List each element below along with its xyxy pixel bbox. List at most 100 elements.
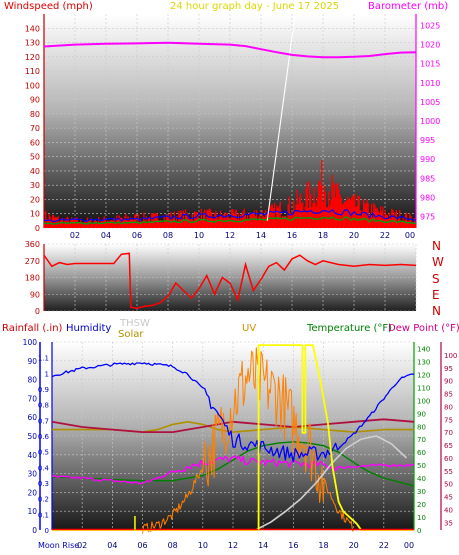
wind-speed-bar	[136, 221, 138, 228]
wind-speed-bar	[116, 215, 118, 228]
humidity-tick-label: 40	[27, 451, 37, 460]
wind-speed-bar	[390, 218, 392, 228]
wind-speed-bar	[388, 212, 391, 228]
temperature-tick-label: 60	[417, 449, 426, 457]
barometer-title: Barometer (mb)	[368, 1, 448, 12]
wind-speed-bar	[183, 219, 186, 228]
wind-speed-bar	[319, 182, 321, 228]
temperature-tick-label: 20	[417, 501, 426, 509]
wind-plot-area	[44, 14, 416, 228]
wind-tick-label: 50	[30, 153, 40, 162]
hour-tick-label: 18	[318, 231, 328, 240]
wind-speed-bar	[209, 209, 212, 228]
rainfall-tick-label: 0.6	[38, 433, 50, 441]
wind-series	[43, 13, 417, 228]
wind-speed-bar	[127, 216, 129, 228]
wind-speed-bar	[360, 216, 363, 228]
wind-speed-bar	[250, 213, 252, 228]
humidity-tick-label: 90	[27, 357, 37, 366]
wind-speed-bar	[111, 220, 113, 228]
hour-tick-label: 14	[256, 231, 266, 240]
hour-tick-label: 04	[101, 231, 111, 240]
wind-speed-bar	[86, 217, 89, 228]
wind-speed-bar	[282, 216, 285, 228]
temperature-tick-label: 110	[417, 384, 430, 392]
barometer-tick-label: 1005	[420, 98, 440, 107]
direction-letter-n-top: N	[432, 239, 441, 253]
wind-speed-bar	[217, 218, 219, 228]
rainfall-tick-label: 0.2	[38, 496, 49, 504]
wind-speed-bar	[214, 212, 216, 228]
wind-speed-bar	[160, 219, 162, 228]
wind-speed-bar	[57, 216, 59, 228]
wind-speed-bar	[232, 209, 234, 228]
environment-hour-tick-label: 06	[137, 541, 147, 550]
wind-speed-bar	[408, 220, 410, 228]
wind-speed-bar	[406, 220, 409, 228]
wind-speed-bar	[402, 217, 404, 228]
wind-tick-label: 20	[30, 195, 40, 204]
wind-speed-bar	[162, 222, 164, 228]
wind-speed-bar	[149, 221, 152, 228]
rainfall-tick-label: 0.9	[38, 386, 49, 394]
dewpoint-tick-label: 40	[444, 506, 453, 514]
wind-speed-bar	[404, 214, 407, 228]
wind-speed-bar	[155, 212, 157, 228]
wind-speed-bar	[376, 207, 378, 228]
direction-letter-s: S	[432, 272, 440, 286]
wind-speed-bar	[101, 221, 103, 228]
wind-speed-bar	[224, 212, 226, 228]
wind-speed-bar	[157, 219, 160, 228]
wind-speed-bar	[342, 203, 345, 228]
environment-hour-tick-label: 00	[404, 541, 414, 550]
wind-speed-bar	[230, 218, 232, 228]
wind-speed-bar	[120, 217, 122, 228]
barometer-tick-label: 1025	[420, 21, 440, 30]
wind-speed-bar	[301, 203, 303, 228]
wind-tick-label: 120	[25, 53, 40, 62]
wind-speed-bar	[347, 196, 349, 228]
direction-grid	[44, 243, 417, 312]
wind-speed-bar	[199, 219, 201, 228]
wind-speed-bar	[286, 217, 288, 228]
wind-speed-bar	[330, 200, 332, 228]
humidity-tick-label: 50	[27, 432, 37, 441]
wind-speed-bar	[365, 203, 367, 228]
wind-speed-bar	[81, 222, 83, 228]
wind-speed-bar	[262, 216, 264, 228]
wind-speed-bar	[324, 191, 326, 228]
wind-speed-bar	[144, 220, 146, 228]
wind-speed-bar	[234, 210, 236, 228]
wind-speed-bar	[104, 219, 107, 228]
wind-speed-bar	[294, 210, 296, 228]
wind-speed-bar	[192, 221, 195, 228]
wind-speed-bar	[414, 223, 417, 228]
wind-speed-bar	[180, 210, 182, 228]
barometer-tick-label: 1010	[420, 79, 440, 88]
wind-speed-bar	[158, 222, 161, 228]
temperature-tick-label: 70	[417, 436, 426, 444]
environment-axes: 010203040506070809010000.10.20.30.40.50.…	[23, 338, 458, 550]
environment-series	[51, 344, 415, 534]
wind-speed-bar	[99, 223, 101, 228]
wind-speed-bar	[231, 209, 233, 228]
wind-speed-bar	[87, 220, 90, 228]
barometer-tick-label: 1000	[420, 117, 440, 126]
wind-speed-bar	[285, 216, 287, 228]
wind-speed-bar	[49, 216, 51, 228]
dewpoint-tick-label: 95	[444, 365, 453, 373]
wind-speed-bar	[271, 204, 274, 228]
rainfall-title: Rainfall (.in)	[2, 323, 63, 334]
wind-speed-bar	[239, 219, 241, 228]
environment-hour-tick-label: 18	[318, 541, 328, 550]
wind-speed-bar	[215, 210, 217, 228]
wind-speed-bar	[356, 206, 358, 228]
wind-speed-bar	[385, 214, 387, 228]
wind-speed-bar	[179, 214, 181, 228]
wind-speed-bar	[322, 202, 324, 228]
wind-speed-bar	[259, 213, 261, 228]
wind-tick-label: 110	[25, 67, 40, 76]
wind-speed-bar	[276, 205, 278, 228]
barometer-tick-label: 985	[420, 174, 435, 183]
rainfall-tick-label: 0.3	[38, 480, 49, 488]
